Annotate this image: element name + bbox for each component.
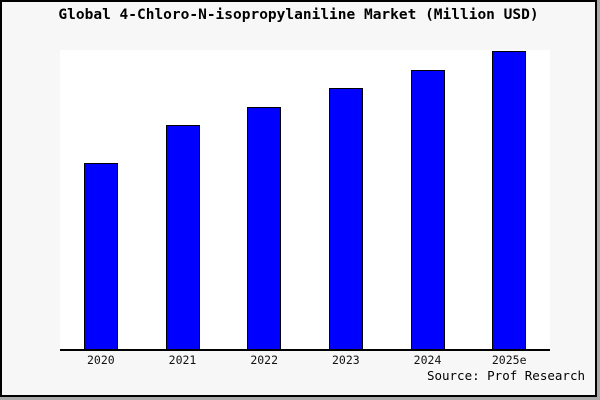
bar-slot-2020 bbox=[60, 50, 142, 349]
source-credit: Source: Prof Research bbox=[426, 368, 585, 383]
plot-area bbox=[60, 50, 550, 351]
x-tick-2020: 2020 bbox=[86, 353, 115, 367]
bar-slot-2021 bbox=[142, 50, 224, 349]
x-tick-2024: 2024 bbox=[413, 353, 442, 367]
x-tick-2025e: 2025e bbox=[491, 353, 527, 367]
bar-slot-2024 bbox=[387, 50, 469, 349]
bar-2022 bbox=[247, 107, 282, 349]
bar-2023 bbox=[328, 88, 363, 349]
bar-2020 bbox=[83, 163, 118, 349]
bar-slot-2022 bbox=[223, 50, 305, 349]
chart-title: Global 4-Chloro-N-isopropylaniline Marke… bbox=[58, 7, 539, 23]
x-tick-2023: 2023 bbox=[332, 353, 360, 367]
bar-2021 bbox=[165, 125, 200, 349]
x-tick-2022: 2022 bbox=[250, 353, 279, 367]
x-tick-2021: 2021 bbox=[168, 353, 197, 367]
bar-slot-2025e bbox=[468, 50, 550, 349]
x-axis-tick-labels: 2020 2021 2022 2023 2024 2025e bbox=[60, 353, 550, 367]
bar-slot-2023 bbox=[305, 50, 387, 349]
bar-2025e bbox=[492, 51, 527, 349]
bar-2024 bbox=[410, 70, 445, 349]
